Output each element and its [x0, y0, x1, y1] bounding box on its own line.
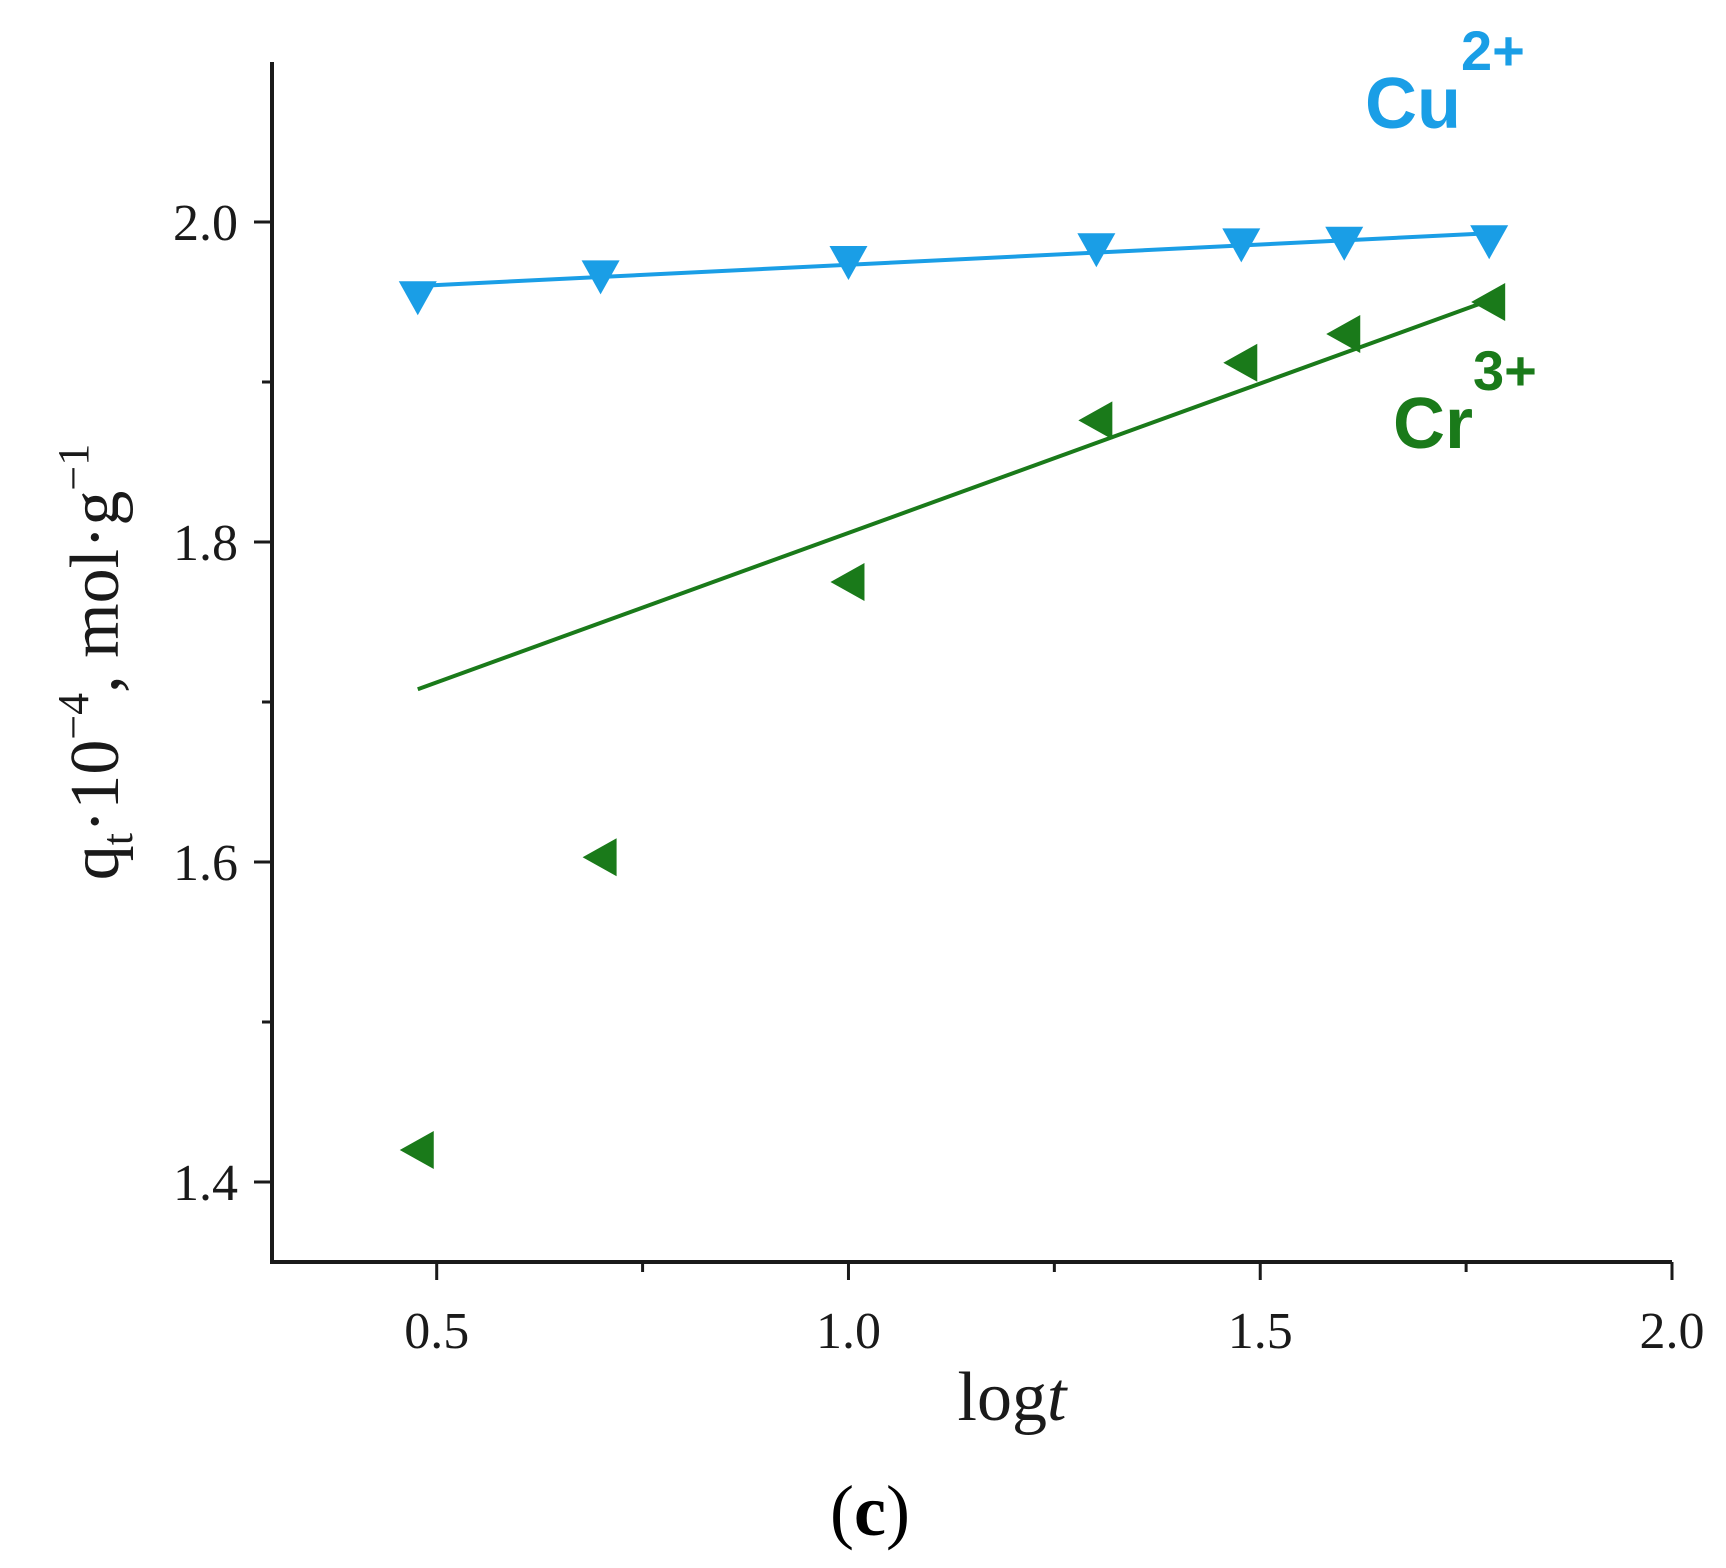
- cr-data-point: [830, 563, 865, 601]
- cu-data-point: [581, 260, 620, 295]
- y-tick-label: 1.4: [173, 1155, 238, 1212]
- cu-label-name: Cu: [1365, 64, 1461, 144]
- cr-fit-line: [417, 298, 1490, 692]
- cr-data-point: [1223, 343, 1258, 382]
- y-axis-title: qt·10−4, mol·g−1: [49, 444, 142, 880]
- cr-data-point: [1326, 315, 1361, 353]
- cr-label-charge: 3+: [1473, 339, 1537, 402]
- fit-lines: [417, 231, 1490, 692]
- y-tick-label: 1.6: [173, 835, 238, 892]
- panel-label-open: (: [830, 1471, 854, 1551]
- cu-data-point: [829, 246, 868, 280]
- axis-ticks: [254, 220, 1674, 1280]
- cr-data-point: [1471, 283, 1506, 321]
- data-markers: [398, 225, 1509, 1169]
- x-tick-label: 1.0: [816, 1303, 881, 1360]
- x-tick-label: 2.0: [1640, 1303, 1705, 1360]
- axis-tick-labels: 0.5 1.0 1.5 2.0 1.4 1.6 1.8 2.0: [173, 195, 1705, 1360]
- axes: [270, 62, 1672, 1264]
- cu-label-charge: 2+: [1461, 19, 1525, 82]
- cu-data-point: [1222, 228, 1261, 263]
- x-axis-title-italic: t: [1047, 1359, 1068, 1436]
- panel-label: (c): [830, 1471, 910, 1551]
- y-axis-title-times-ten: ·10: [57, 740, 134, 833]
- y-axis-title-unit-exp: −1: [49, 444, 98, 491]
- cr-label-name: Cr: [1393, 384, 1473, 464]
- cr-data-point: [582, 838, 617, 877]
- cu-data-point: [1470, 225, 1509, 260]
- cr-series-label: Cr3+: [1393, 339, 1537, 464]
- cu-data-point: [1325, 226, 1364, 261]
- y-axis-title-q: q: [57, 845, 134, 880]
- cr-data-point: [1078, 401, 1113, 440]
- cu-data-point: [1077, 233, 1116, 268]
- y-axis-title-sub: t: [93, 833, 142, 845]
- cu-fit-line: [417, 231, 1490, 288]
- x-tick-label: 0.5: [404, 1303, 469, 1360]
- panel-label-close: ): [886, 1471, 910, 1551]
- panel-label-letter: c: [854, 1471, 886, 1551]
- cu-series-label: Cu2+: [1365, 19, 1525, 144]
- y-tick-label: 1.8: [173, 515, 238, 572]
- y-axis-title-exp: −4: [49, 693, 98, 740]
- cu-data-point: [398, 281, 437, 316]
- x-axis-title-main: log: [958, 1359, 1047, 1436]
- x-axis-title: logt: [958, 1359, 1068, 1436]
- y-axis-title-unit: , mol·g: [57, 491, 134, 693]
- y-tick-label: 2.0: [173, 195, 238, 252]
- x-tick-label: 1.5: [1228, 1303, 1293, 1360]
- cr-data-point: [399, 1131, 434, 1169]
